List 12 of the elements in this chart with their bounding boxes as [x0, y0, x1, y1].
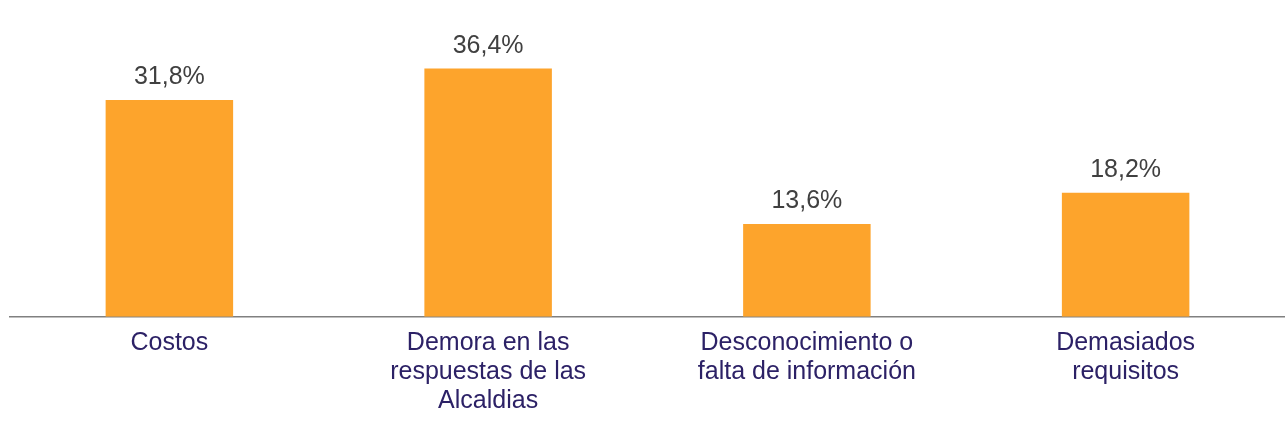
data-label: 31,8%: [133, 61, 205, 90]
bar: [105, 99, 234, 317]
data-label: 13,6%: [771, 185, 843, 214]
x-tick-label: Demora en las respuestas de las Alcaldias: [390, 327, 587, 413]
x-tick-label: Demasiados requisitos: [1056, 327, 1196, 384]
x-tick-label: Desconocimiento o falta de información: [697, 327, 916, 384]
bar: [743, 224, 871, 317]
bar: [424, 68, 552, 317]
data-label: 36,4%: [452, 29, 524, 58]
bar: [1061, 192, 1190, 317]
data-label: 18,2%: [1090, 154, 1162, 183]
x-tick-label: Costos: [130, 327, 209, 356]
